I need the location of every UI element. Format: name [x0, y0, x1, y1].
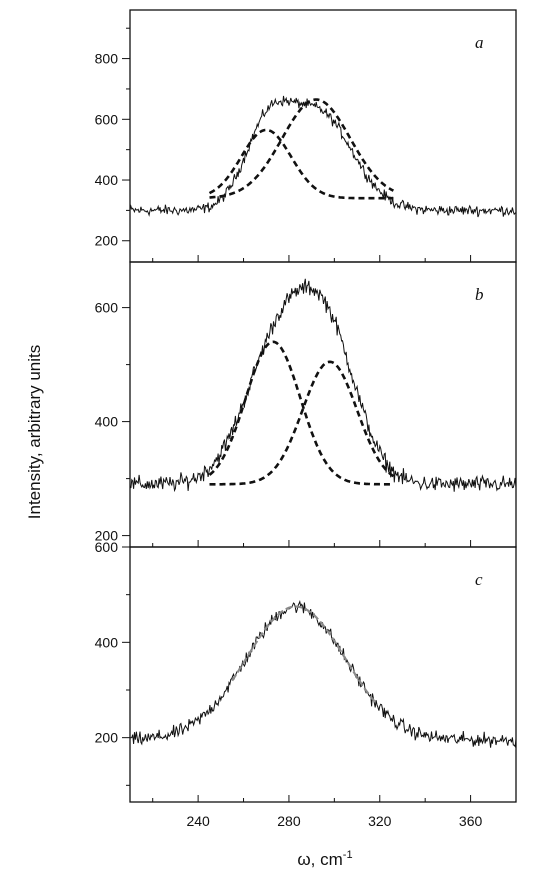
- y-tick-label: 400: [95, 634, 119, 650]
- panel-label-b: b: [475, 285, 484, 304]
- x-tick-label: 240: [186, 813, 210, 829]
- panel-frame: [129, 546, 517, 803]
- spectrum-b: [129, 278, 517, 493]
- y-tick-label: 800: [95, 51, 119, 67]
- component-b-2: [209, 360, 395, 486]
- y-tick-label: 600: [95, 300, 119, 316]
- y-tick-label: 400: [95, 414, 119, 430]
- x-axis-title-symbol: ω, cm: [297, 850, 342, 869]
- component-a-1: [208, 128, 394, 200]
- panel-a: 200 400 600 800 a: [95, 9, 517, 263]
- panel-b: 200 400 600 b: [95, 261, 517, 548]
- panel-frame: [129, 261, 517, 548]
- panels: 200 400 600 800 a 200 400 600 b 200 400 600 c: [95, 9, 517, 803]
- x-axis-title-superscript: -1: [343, 849, 353, 861]
- y-tick-label: 200: [95, 730, 119, 746]
- component-a-2: [209, 98, 395, 199]
- y-tick-label: 600: [95, 539, 119, 555]
- x-axis-ticks: 240 280 320 360: [186, 813, 482, 829]
- y-tick-label: 200: [95, 233, 119, 249]
- fit-curve-c: [231, 605, 377, 704]
- panel-label-c: c: [475, 570, 483, 589]
- y-tick-label: 600: [95, 111, 119, 127]
- y-tick-label: 400: [95, 172, 119, 188]
- x-tick-label: 360: [459, 813, 483, 829]
- y-axis-title: Intensity, arbitrary units: [25, 345, 44, 519]
- y-tick-label: 200: [95, 528, 119, 544]
- panel-c: 200 400 600 c: [95, 539, 517, 803]
- panel-frame: [129, 9, 517, 263]
- x-tick-label: 280: [277, 813, 301, 829]
- spectrum-a: [129, 95, 517, 218]
- panel-label-a: a: [475, 33, 484, 52]
- x-axis-title: ω, cm-1: [297, 849, 352, 869]
- x-tick-label: 320: [368, 813, 392, 829]
